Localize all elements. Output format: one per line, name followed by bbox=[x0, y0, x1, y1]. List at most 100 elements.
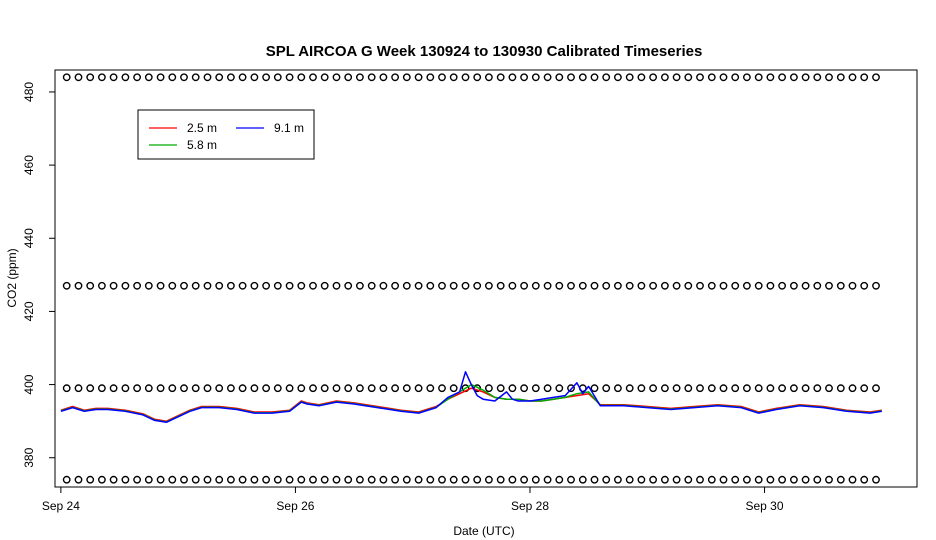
reference-marker bbox=[168, 281, 177, 290]
reference-marker bbox=[531, 475, 540, 484]
reference-marker bbox=[614, 281, 622, 290]
reference-marker bbox=[449, 475, 458, 484]
reference-marker bbox=[672, 281, 681, 290]
reference-marker bbox=[391, 73, 399, 82]
reference-marker bbox=[778, 384, 786, 393]
reference-marker bbox=[98, 73, 106, 82]
reference-marker-group bbox=[62, 73, 880, 484]
reference-marker bbox=[449, 73, 458, 82]
reference-marker bbox=[262, 281, 270, 290]
reference-marker bbox=[625, 384, 634, 393]
reference-marker bbox=[426, 475, 435, 484]
reference-marker bbox=[719, 384, 728, 393]
reference-marker bbox=[109, 73, 118, 82]
reference-marker bbox=[191, 281, 200, 290]
reference-marker bbox=[473, 73, 482, 82]
reference-marker bbox=[402, 281, 411, 290]
reference-marker bbox=[743, 73, 751, 82]
reference-marker bbox=[438, 281, 446, 290]
y-axis: 380 400 420 440 460 480 bbox=[22, 82, 55, 468]
reference-marker bbox=[790, 281, 798, 290]
reference-marker bbox=[355, 281, 364, 290]
reference-marker bbox=[590, 384, 599, 393]
reference-marker bbox=[625, 281, 634, 290]
reference-marker bbox=[801, 281, 810, 290]
reference-marker bbox=[344, 475, 353, 484]
reference-marker bbox=[309, 73, 317, 82]
reference-marker bbox=[344, 73, 353, 82]
reference-marker bbox=[484, 73, 493, 82]
reference-marker bbox=[168, 475, 177, 484]
reference-marker bbox=[203, 73, 212, 82]
reference-marker bbox=[226, 73, 235, 82]
reference-marker bbox=[496, 73, 505, 82]
reference-marker bbox=[250, 475, 259, 484]
reference-marker bbox=[836, 281, 845, 290]
reference-marker bbox=[74, 73, 83, 82]
x-tick-label: Sep 30 bbox=[746, 499, 784, 513]
reference-marker bbox=[637, 73, 646, 82]
reference-marker bbox=[438, 475, 446, 484]
reference-marker bbox=[473, 475, 482, 484]
reference-marker bbox=[719, 73, 728, 82]
reference-marker bbox=[98, 281, 106, 290]
reference-marker bbox=[98, 475, 106, 484]
reference-marker bbox=[379, 384, 388, 393]
reference-marker bbox=[590, 475, 599, 484]
reference-marker bbox=[848, 281, 857, 290]
reference-marker bbox=[309, 384, 317, 393]
reference-marker bbox=[520, 73, 528, 82]
reference-marker bbox=[661, 281, 669, 290]
reference-marker bbox=[226, 281, 235, 290]
reference-marker bbox=[813, 384, 822, 393]
reference-marker bbox=[156, 475, 165, 484]
reference-marker bbox=[801, 73, 810, 82]
reference-marker bbox=[297, 281, 306, 290]
reference-marker bbox=[496, 384, 505, 393]
reference-marker bbox=[696, 281, 704, 290]
reference-marker bbox=[614, 384, 622, 393]
reference-marker bbox=[414, 73, 423, 82]
reference-marker bbox=[872, 475, 880, 484]
reference-marker bbox=[578, 475, 587, 484]
reference-marker bbox=[743, 384, 751, 393]
reference-marker bbox=[836, 384, 845, 393]
reference-marker bbox=[109, 384, 118, 393]
series-line-2-5-m bbox=[60, 387, 882, 422]
reference-marker bbox=[332, 73, 341, 82]
reference-marker bbox=[825, 384, 833, 393]
reference-marker bbox=[461, 281, 470, 290]
reference-marker bbox=[684, 281, 693, 290]
reference-marker bbox=[273, 281, 282, 290]
reference-marker bbox=[156, 384, 165, 393]
reference-marker bbox=[74, 384, 83, 393]
reference-marker bbox=[836, 475, 845, 484]
reference-marker bbox=[367, 73, 376, 82]
reference-marker bbox=[191, 384, 200, 393]
reference-marker bbox=[531, 281, 540, 290]
reference-marker bbox=[74, 281, 83, 290]
reference-marker bbox=[848, 475, 857, 484]
reference-marker bbox=[766, 73, 775, 82]
reference-marker bbox=[754, 281, 763, 290]
reference-marker bbox=[426, 281, 435, 290]
reference-marker bbox=[672, 475, 681, 484]
reference-marker bbox=[262, 384, 270, 393]
reference-marker bbox=[133, 281, 142, 290]
y-tick-label: 460 bbox=[22, 155, 36, 175]
x-axis: Sep 24 Sep 26 Sep 28 Sep 30 bbox=[42, 487, 784, 513]
reference-marker bbox=[414, 281, 423, 290]
x-tick-label: Sep 26 bbox=[276, 499, 314, 513]
reference-marker bbox=[320, 384, 329, 393]
reference-marker bbox=[790, 475, 798, 484]
reference-marker bbox=[156, 281, 165, 290]
reference-marker bbox=[355, 475, 364, 484]
reference-marker bbox=[391, 281, 399, 290]
reference-marker bbox=[285, 73, 294, 82]
reference-marker bbox=[309, 475, 317, 484]
reference-marker bbox=[144, 384, 153, 393]
reference-marker bbox=[156, 73, 165, 82]
reference-marker bbox=[543, 73, 552, 82]
reference-marker bbox=[508, 475, 517, 484]
